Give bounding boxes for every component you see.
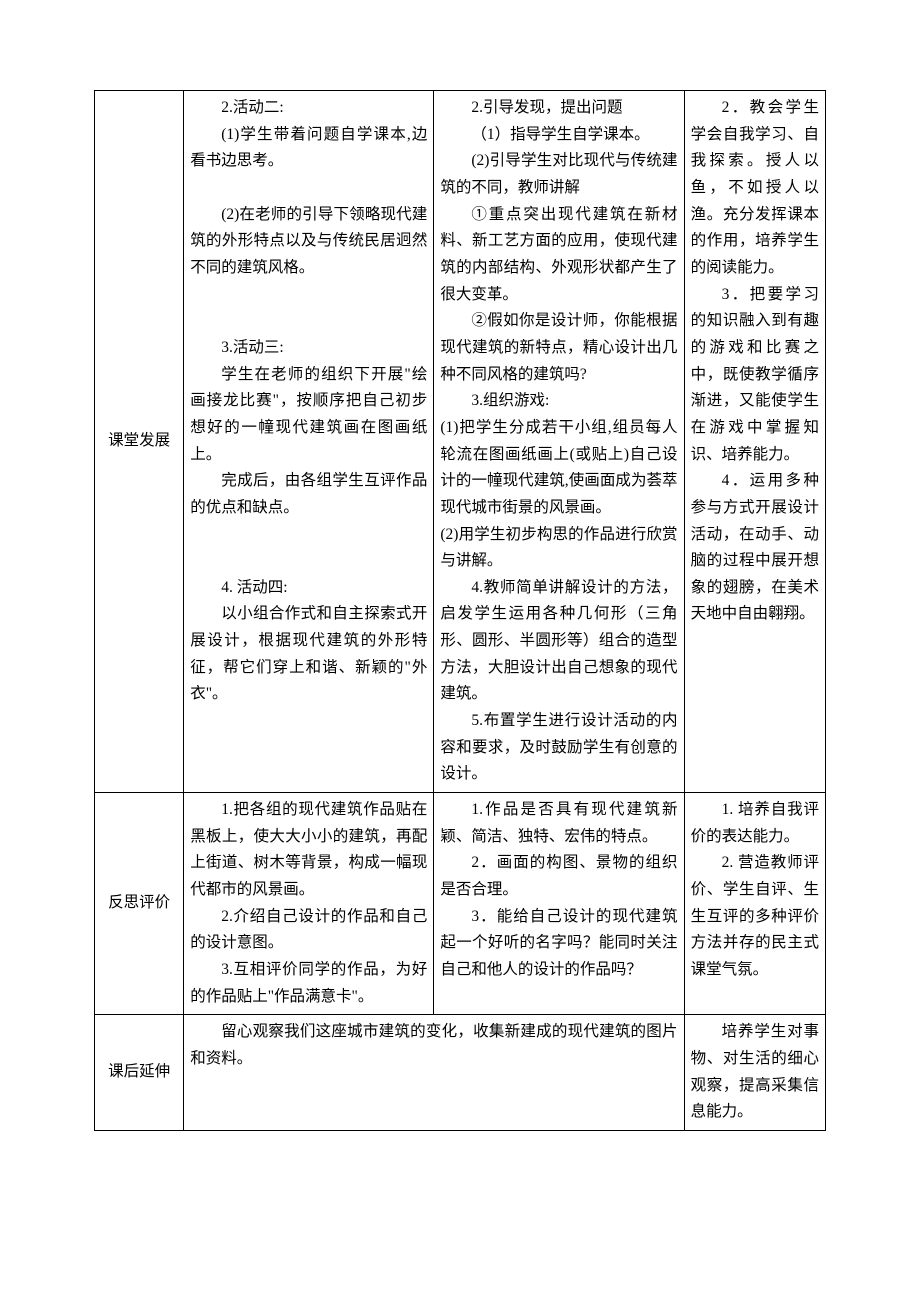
cell-homework-content: 留心观察我们这座城市建筑的变化，收集新建成的现代建筑的图片和资料。 <box>184 1015 684 1131</box>
cell-teacher-reflection: 1.作品是否具有现代建筑新颖、简洁、独特、宏伟的特点。 2．画面的构图、景物的组… <box>434 793 684 1015</box>
document-page: 课堂发展 2.活动二: (1)学生带着问题自学课本,边看书边思考。 (2)在老师… <box>0 0 920 1191</box>
cell-homework-intent: 培养学生对事物、对生活的细心观察，提高采集信息能力。 <box>684 1015 825 1131</box>
table-row: 课后延伸 留心观察我们这座城市建筑的变化，收集新建成的现代建筑的图片和资料。 培… <box>95 1015 826 1131</box>
row-label-reflection: 反思评价 <box>95 793 184 1015</box>
cell-student-activity: 2.活动二: (1)学生带着问题自学课本,边看书边思考。 (2)在老师的引导下领… <box>184 91 434 793</box>
cell-design-intent: 2．教会学生学会自我学习、自我探索。授人以鱼，不如授人以渔。充分发挥课本的作用，… <box>684 91 825 793</box>
table-row: 课堂发展 2.活动二: (1)学生带着问题自学课本,边看书边思考。 (2)在老师… <box>95 91 826 793</box>
row-label-homework: 课后延伸 <box>95 1015 184 1131</box>
table-body: 课堂发展 2.活动二: (1)学生带着问题自学课本,边看书边思考。 (2)在老师… <box>95 91 826 1131</box>
lesson-plan-table: 课堂发展 2.活动二: (1)学生带着问题自学课本,边看书边思考。 (2)在老师… <box>94 90 826 1131</box>
cell-student-reflection: 1.把各组的现代建筑作品贴在黑板上，使大大小小的建筑，再配上街道、树木等背景，构… <box>184 793 434 1015</box>
table-row: 反思评价 1.把各组的现代建筑作品贴在黑板上，使大大小小的建筑，再配上街道、树木… <box>95 793 826 1015</box>
row-label-classroom: 课堂发展 <box>95 91 184 793</box>
cell-reflection-intent: 1. 培养自我评价的表达能力。 2. 营造教师评价、学生自评、生生互评的多种评价… <box>684 793 825 1015</box>
cell-teacher-activity: 2.引导发现，提出问题 （1）指导学生自学课本。 (2)引导学生对比现代与传统建… <box>434 91 684 793</box>
